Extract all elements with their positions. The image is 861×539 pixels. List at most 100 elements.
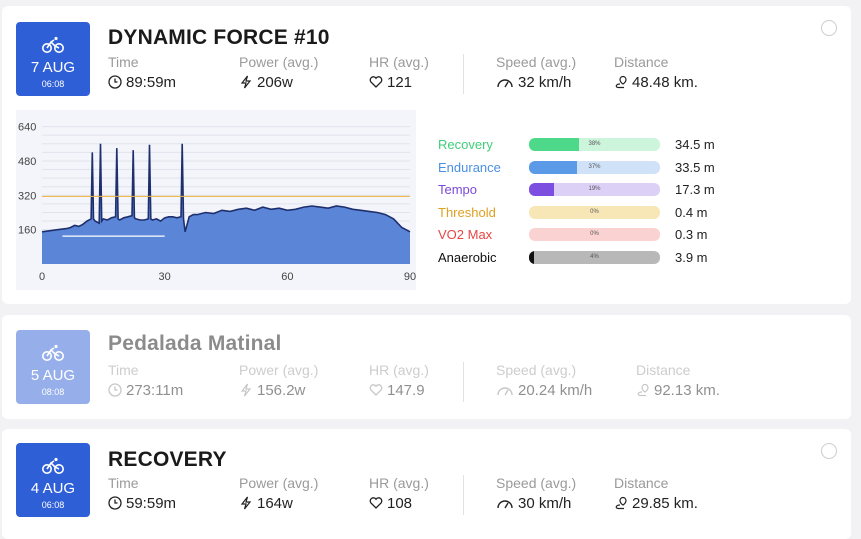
zone-row: Endurance 37% 33.5 m — [438, 159, 738, 177]
activity-date: 7 AUG — [30, 59, 76, 76]
stat-value: 89:59m — [126, 73, 177, 91]
zone-duration: 3.9 m — [675, 249, 708, 265]
stat-value: 59:59m — [126, 494, 177, 512]
stat-distance: Distance 29.85 km. — [614, 475, 698, 513]
zone-duration: 17.3 m — [675, 182, 715, 197]
zone-bar: 19% — [529, 183, 660, 196]
stat-power: Power (avg.) 156.2w — [239, 362, 318, 400]
stat-time: Time 273:11m — [108, 362, 183, 400]
activity-title[interactable]: RECOVERY — [108, 448, 227, 471]
zone-row: Tempo 19% 17.3 m — [438, 181, 738, 199]
power-line — [41, 143, 411, 233]
stat-time: Time 89:59m — [108, 54, 176, 92]
stat-value: 147.9 — [387, 381, 425, 399]
zone-bar-fill — [529, 183, 554, 196]
stat-label: Time — [108, 54, 139, 70]
stat-value: 206w — [257, 73, 293, 91]
stat-hr: HR (avg.) 121 — [369, 54, 429, 92]
zone-percent: 0% — [590, 231, 599, 237]
y-tick-label: 640 — [18, 122, 36, 134]
zone-name: VO2 Max — [438, 227, 493, 242]
activity-title[interactable]: Pedalada Matinal — [108, 332, 282, 355]
stat-label: Power (avg.) — [239, 362, 319, 378]
stat-power: Power (avg.) 164w — [239, 475, 318, 513]
activity-card-1[interactable]: 7 AUG 06:08 DYNAMIC FORCE #10 Time 89:59… — [2, 6, 851, 304]
stat-label: Speed (avg.) — [496, 475, 577, 491]
strava-icon[interactable] — [821, 20, 837, 36]
stat-divider — [463, 475, 464, 515]
date-badge: 4 AUG 06:08 — [16, 443, 90, 517]
zone-row: Threshold 0% 0.4 m — [438, 204, 738, 222]
stat-value: 20.24 km/h — [518, 381, 593, 399]
zone-duration: 33.5 m — [675, 159, 715, 175]
clock-icon — [108, 496, 122, 510]
zone-percent: 37% — [588, 163, 601, 170]
stat-speed: Speed (avg.) 30 km/h — [496, 475, 576, 513]
heart-icon — [369, 384, 383, 396]
power-area — [42, 143, 410, 264]
zone-bar: 0% — [529, 228, 660, 241]
zone-bar: 38% — [529, 138, 660, 151]
clock-icon — [108, 75, 122, 89]
activity-time-of-day: 08:08 — [41, 387, 65, 397]
zone-bar-fill — [529, 138, 579, 151]
stat-label: Distance — [614, 54, 669, 70]
stat-divider — [463, 362, 464, 402]
strava-icon[interactable] — [821, 443, 837, 459]
zone-duration: 0.3 m — [675, 227, 708, 242]
stat-value: 121 — [387, 73, 413, 91]
stat-value: 156.2w — [257, 381, 306, 399]
bike-icon — [42, 36, 64, 53]
x-tick-label: 90 — [404, 271, 416, 283]
heart-icon — [369, 497, 383, 509]
stat-speed: Speed (avg.) 32 km/h — [496, 54, 576, 92]
route-icon — [615, 496, 627, 510]
stat-hr: HR (avg.) 108 — [369, 475, 429, 513]
zone-row: Recovery 38% 34.5 m — [438, 136, 738, 154]
stat-label: Power (avg.) — [239, 475, 319, 491]
y-tick-label: 480 — [18, 156, 36, 168]
stat-label: HR (avg.) — [369, 54, 429, 70]
date-badge: 7 AUG 06:08 — [16, 22, 90, 96]
stat-label: HR (avg.) — [369, 475, 429, 491]
stat-value: 32 km/h — [518, 73, 572, 91]
stat-divider — [463, 54, 464, 94]
zone-row: Anaerobic 4% 3.9 m — [438, 249, 738, 267]
zone-bar: 0% — [529, 205, 660, 219]
zone-percent: 38% — [588, 141, 601, 147]
stat-power: Power (avg.) 206w — [239, 54, 318, 92]
date-badge: 5 AUG 08:08 — [16, 330, 90, 404]
activity-date: 4 AUG — [30, 480, 76, 497]
stat-value: 108 — [387, 494, 413, 512]
x-tick-label: 60 — [281, 271, 293, 283]
stat-label: Speed (avg.) — [496, 362, 577, 378]
stat-value: 164w — [257, 494, 293, 512]
activity-card-3[interactable]: 4 AUG 06:08 RECOVERY Time 59:59m Power (… — [2, 429, 851, 539]
power-chart: 160 320 480 640 0 30 60 90 — [16, 110, 416, 290]
route-icon — [615, 75, 627, 89]
zone-duration: 34.5 m — [675, 137, 715, 152]
route-icon — [637, 383, 649, 397]
stat-label: Distance — [614, 475, 669, 491]
speedometer-icon — [497, 79, 513, 88]
stat-distance: Distance 48.48 km. — [614, 54, 698, 92]
bolt-icon — [240, 75, 252, 89]
heart-icon — [369, 76, 383, 88]
activity-card-2[interactable]: 5 AUG 08:08 Pedalada Matinal Time 273:11… — [2, 315, 851, 419]
stat-time: Time 59:59m — [108, 475, 176, 513]
stat-value: 273:11m — [126, 381, 184, 399]
activity-time-of-day: 06:08 — [41, 79, 65, 89]
activity-title[interactable]: DYNAMIC FORCE #10 — [108, 26, 330, 49]
stat-value: 92.13 km. — [654, 381, 720, 399]
zone-name: Threshold — [438, 204, 496, 220]
stat-value: 30 km/h — [518, 494, 572, 512]
stat-value: 29.85 km. — [632, 494, 698, 512]
x-tick-label: 0 — [39, 271, 45, 283]
zone-row: VO2 Max 0% 0.3 m — [438, 226, 738, 244]
stat-speed: Speed (avg.) 20.24 km/h — [496, 362, 592, 400]
stat-hr: HR (avg.) 147.9 — [369, 362, 429, 400]
zone-name: Endurance — [438, 159, 501, 175]
bike-icon — [42, 344, 64, 361]
zone-name: Recovery — [438, 137, 493, 152]
zone-bar-fill — [529, 250, 535, 264]
